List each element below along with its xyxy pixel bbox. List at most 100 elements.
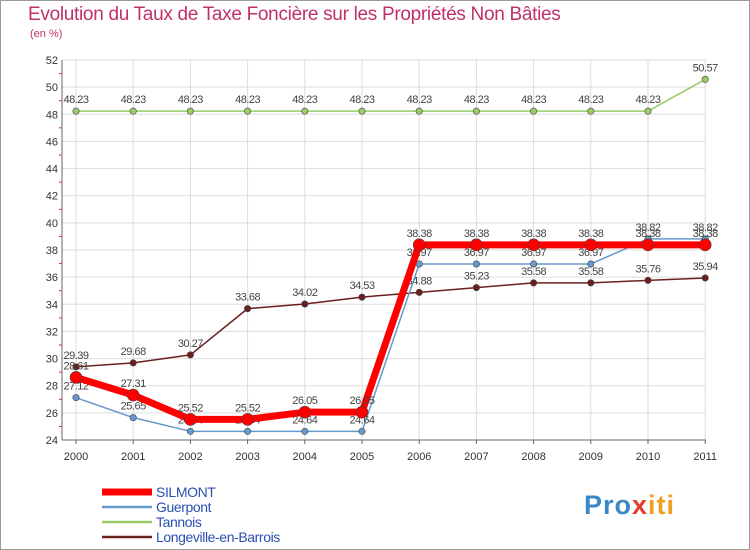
data-point-guerpont xyxy=(587,260,595,268)
proxiti-logo: Proxiti xyxy=(584,490,675,521)
legend-label-longeville-en-barrois: Longeville-en-Barrois xyxy=(156,529,280,545)
x-tick-label: 2004 xyxy=(293,451,317,463)
data-point-longeville-en-barrois xyxy=(472,284,480,292)
data-point-tannois xyxy=(186,107,194,115)
data-label-silmont: 28.61 xyxy=(63,360,88,372)
data-label-silmont: 38.38 xyxy=(578,228,603,240)
data-label-longeville-en-barrois: 35.58 xyxy=(578,266,603,278)
y-tick-label: 44 xyxy=(46,164,58,176)
y-tick-label: 26 xyxy=(46,408,58,420)
data-label-silmont: 38.38 xyxy=(693,228,718,240)
y-tick-label: 46 xyxy=(46,136,58,148)
data-point-longeville-en-barrois xyxy=(186,351,194,359)
legend: SILMONTGuerpontTannoisLongeville-en-Barr… xyxy=(102,484,281,545)
y-tick-label: 48 xyxy=(46,109,58,121)
data-label-silmont: 38.38 xyxy=(521,228,546,240)
data-point-tannois xyxy=(415,107,423,115)
data-point-tannois xyxy=(244,107,252,115)
data-point-silmont xyxy=(470,238,483,252)
data-point-guerpont xyxy=(129,414,137,422)
data-point-longeville-en-barrois xyxy=(358,293,366,301)
data-point-silmont xyxy=(241,413,254,426)
series-longeville-en-barrois: 29.39 29.68 30.27 33.68 34.02 34.53 34.88 35.23… xyxy=(63,261,719,371)
y-tick-label: 24 xyxy=(46,435,58,447)
logo-part-prefix: Pro xyxy=(584,490,633,520)
y-tick-label: 36 xyxy=(46,272,58,284)
y-tick-label: 32 xyxy=(46,326,58,338)
data-label-guerpont: 25.65 xyxy=(121,401,146,413)
data-label-silmont: 25.52 xyxy=(235,402,260,414)
data-point-longeville-en-barrois xyxy=(530,279,538,287)
data-point-guerpont xyxy=(244,427,252,435)
x-tick-label: 2001 xyxy=(121,451,145,463)
y-tick-label: 38 xyxy=(46,245,58,257)
data-point-silmont xyxy=(184,413,197,426)
data-point-longeville-en-barrois xyxy=(244,305,252,313)
data-label-guerpont: 27.12 xyxy=(63,381,88,393)
data-label-silmont: 25.52 xyxy=(178,402,203,414)
series-guerpont: 27.1225.6524.6424.6424.6424.6436.9736.97… xyxy=(63,222,719,435)
data-label-tannois: 48.23 xyxy=(121,94,146,106)
data-point-tannois xyxy=(72,107,80,115)
data-point-longeville-en-barrois xyxy=(72,363,80,371)
data-label-guerpont: 36.97 xyxy=(521,247,546,259)
data-label-longeville-en-barrois: 29.39 xyxy=(63,350,88,362)
logo-part-x: x xyxy=(632,490,649,520)
data-label-longeville-en-barrois: 34.53 xyxy=(349,280,374,292)
x-tick-label: 2009 xyxy=(579,451,603,463)
data-label-longeville-en-barrois: 34.02 xyxy=(292,287,317,299)
data-point-longeville-en-barrois xyxy=(587,279,595,287)
data-label-longeville-en-barrois: 35.94 xyxy=(693,261,718,273)
data-label-tannois: 48.23 xyxy=(235,94,260,106)
data-point-tannois xyxy=(129,107,137,115)
series-line-tannois xyxy=(76,78,706,112)
data-point-guerpont xyxy=(186,427,194,435)
data-point-longeville-en-barrois xyxy=(301,300,309,308)
x-tick-label: 2008 xyxy=(521,451,545,463)
data-label-tannois: 48.23 xyxy=(464,94,489,106)
data-point-tannois xyxy=(301,107,309,115)
x-tick-label: 2007 xyxy=(464,451,488,463)
y-tick-label: 34 xyxy=(46,299,58,311)
x-tick-label: 2005 xyxy=(350,451,374,463)
data-point-silmont xyxy=(69,371,83,384)
logo-part-suffix: iti xyxy=(648,490,676,520)
data-point-silmont xyxy=(355,405,369,419)
data-label-guerpont: 24.64 xyxy=(349,414,374,426)
data-label-longeville-en-barrois: 35.58 xyxy=(521,266,546,278)
data-label-longeville-en-barrois: 33.68 xyxy=(235,292,260,304)
x-tick-label: 2006 xyxy=(407,451,431,463)
data-label-silmont: 38.38 xyxy=(635,228,660,240)
data-label-tannois: 48.23 xyxy=(292,94,317,106)
legend-label-silmont: SILMONT xyxy=(156,484,216,500)
x-tick-label: 2003 xyxy=(235,451,259,463)
data-label-longeville-en-barrois: 29.68 xyxy=(121,346,146,358)
x-tick-label: 2011 xyxy=(693,451,717,463)
data-point-longeville-en-barrois xyxy=(129,359,137,367)
data-label-longeville-en-barrois: 35.76 xyxy=(635,263,660,275)
data-point-tannois xyxy=(701,75,709,83)
data-label-guerpont: 36.97 xyxy=(578,247,603,259)
x-tick-label: 2010 xyxy=(636,451,660,463)
data-label-tannois: 48.23 xyxy=(63,94,88,106)
y-tick-label: 40 xyxy=(46,218,58,230)
y-tick-label: 50 xyxy=(46,82,58,94)
series-line-longeville-en-barrois xyxy=(75,277,706,368)
data-point-longeville-en-barrois xyxy=(644,276,652,284)
data-label-tannois: 48.23 xyxy=(407,94,432,106)
data-label-guerpont: 36.97 xyxy=(464,247,489,259)
y-tick-label: 28 xyxy=(46,381,58,393)
data-label-tannois: 48.23 xyxy=(635,94,660,106)
data-point-silmont xyxy=(641,238,655,252)
series-line-silmont xyxy=(74,241,706,423)
x-tick-label: 2000 xyxy=(64,451,88,463)
series-line-guerpont xyxy=(75,238,706,433)
y-axis-unit-label: (en %) xyxy=(30,28,63,40)
data-point-longeville-en-barrois xyxy=(415,288,423,296)
data-label-longeville-en-barrois: 34.88 xyxy=(407,275,432,287)
data-label-tannois: 48.23 xyxy=(349,94,374,106)
data-point-tannois xyxy=(587,107,595,115)
data-point-tannois xyxy=(530,107,538,115)
data-point-silmont xyxy=(298,405,312,419)
